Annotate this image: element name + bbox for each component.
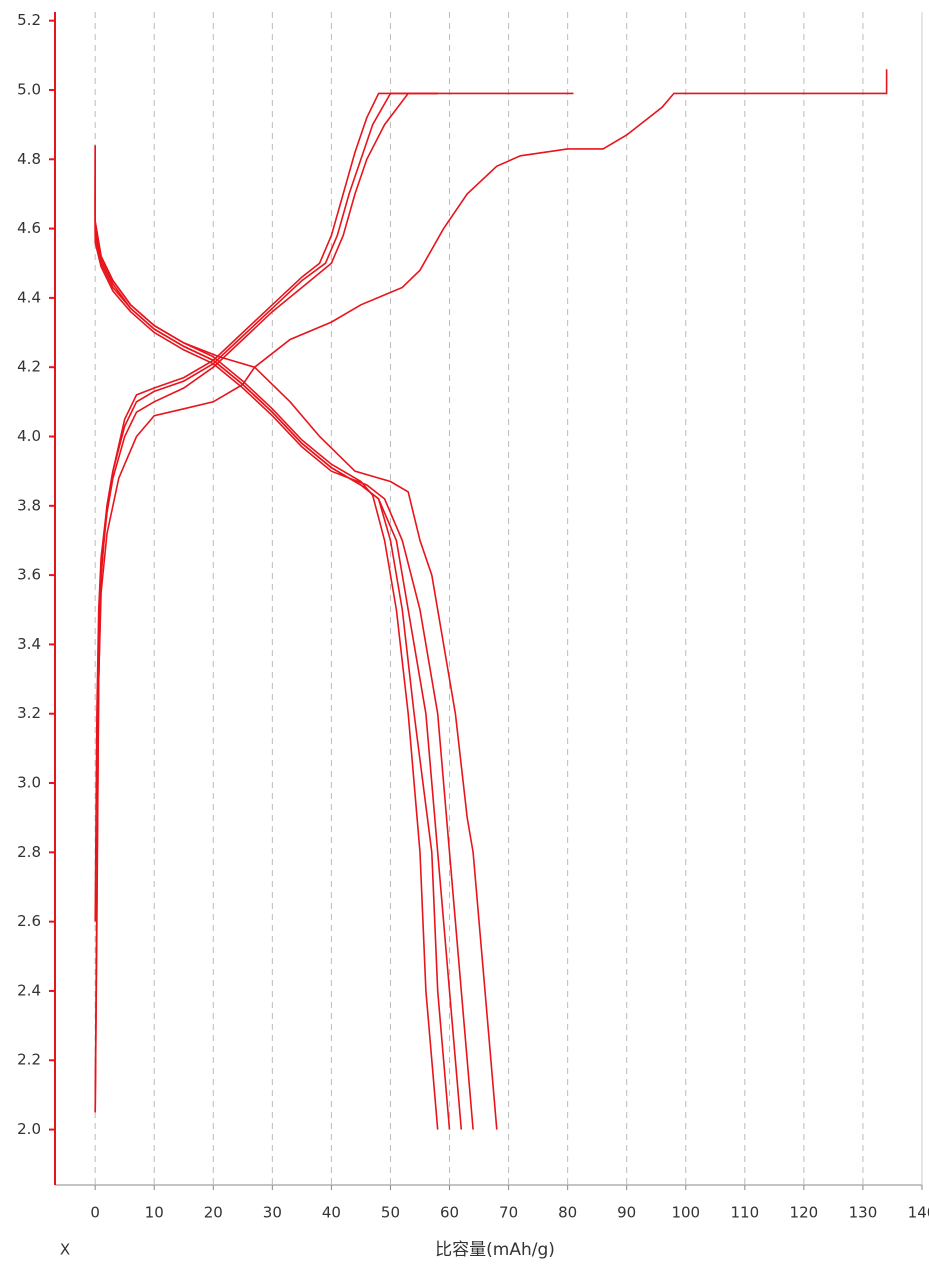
y-tick-label: 3.8 [17, 496, 41, 514]
y-tick-label: 4.8 [17, 150, 41, 168]
x-tick-label: 130 [849, 1204, 878, 1222]
x-tick-label: 70 [499, 1204, 518, 1222]
curve [94, 69, 888, 1113]
y-tick-label: 3.2 [17, 704, 41, 722]
y-tick-label: 3.4 [17, 635, 41, 653]
y-tick-label: 2.2 [17, 1051, 41, 1069]
curve [97, 92, 438, 714]
y-tick-label: 3.0 [17, 774, 41, 792]
y-tick-label: 4.6 [17, 219, 41, 237]
x-tick-label: 60 [440, 1204, 459, 1222]
x-tick-label: 120 [790, 1204, 819, 1222]
y-tick-label: 5.0 [17, 80, 41, 98]
y-tick-label: 2.8 [17, 843, 41, 861]
x-axis-label: 比容量(mAh/g) [435, 1240, 555, 1260]
y-tick-label: 5.2 [17, 11, 41, 29]
y-tick-label: 2.6 [17, 912, 41, 930]
x-tick-label: 40 [322, 1204, 341, 1222]
y-tick-label: 2.0 [17, 1120, 41, 1138]
x-tick-label: 90 [617, 1204, 636, 1222]
y-tick-label: 3.6 [17, 566, 41, 584]
y-tick-label: 4.0 [17, 427, 41, 445]
y-tick-label: 4.4 [17, 288, 41, 306]
y-tick-label: 2.4 [17, 981, 41, 999]
y-tick-label: 4.2 [17, 358, 41, 376]
x-tick-label: 110 [730, 1204, 759, 1222]
x-tick-label: 0 [90, 1204, 100, 1222]
corner-label: X [60, 1241, 70, 1259]
x-tick-label: 10 [145, 1204, 164, 1222]
x-tick-label: 80 [558, 1204, 577, 1222]
x-tick-label: 50 [381, 1204, 400, 1222]
curve [94, 145, 439, 1130]
curve [94, 92, 438, 922]
x-tick-label: 20 [204, 1204, 223, 1222]
x-tick-label: 100 [671, 1204, 700, 1222]
x-tick-label: 140 [908, 1204, 929, 1222]
curve [94, 193, 474, 1130]
curve [94, 176, 463, 1130]
x-tick-label: 30 [263, 1204, 282, 1222]
curve [94, 92, 574, 1113]
